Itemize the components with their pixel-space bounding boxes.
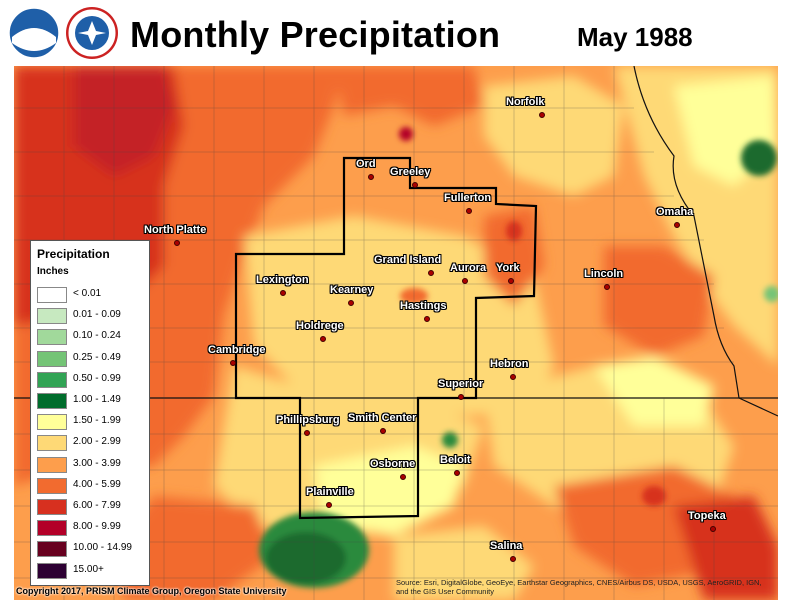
city-label-superior: Superior — [438, 378, 484, 390]
map-title: Monthly Precipitation — [130, 14, 501, 55]
legend-swatch — [37, 350, 67, 367]
city-label-osborne: Osborne — [370, 458, 416, 470]
legend-label: 10.00 - 14.99 — [73, 542, 132, 554]
legend-swatch — [37, 371, 67, 388]
header: Monthly Precipitation May 1988 — [0, 0, 792, 66]
legend-unit: Inches — [37, 266, 69, 277]
legend-swatch — [37, 329, 67, 346]
city-marker — [674, 222, 680, 228]
city-label-holdrege: Holdrege — [296, 320, 344, 332]
city-marker — [510, 556, 516, 562]
legend-swatch — [37, 499, 67, 515]
legend-swatch — [37, 541, 67, 558]
city-label-ord: Ord — [356, 158, 376, 170]
legend-label: 1.50 - 1.99 — [73, 415, 121, 427]
legend-swatch — [37, 562, 67, 579]
city-marker — [380, 428, 386, 434]
city-label-lincoln: Lincoln — [584, 268, 624, 280]
city-marker — [230, 360, 236, 366]
legend-title: Precipitation — [37, 247, 110, 261]
city-marker — [368, 174, 374, 180]
legend-label: 8.00 - 9.99 — [73, 521, 121, 533]
city-label-north-platte: North Platte — [144, 224, 207, 236]
city-label-kearney: Kearney — [330, 284, 374, 296]
city-label-york: York — [496, 262, 520, 274]
legend-swatch — [37, 287, 67, 303]
legend: Precipitation Inches < 0.01 0.01 - 0.09 0.… — [30, 240, 150, 586]
city-marker — [458, 394, 464, 400]
map-period: May 1988 — [577, 22, 693, 52]
legend-label: 6.00 - 7.99 — [73, 500, 121, 511]
city-label-norfolk: Norfolk — [506, 96, 545, 108]
city-marker — [424, 316, 430, 322]
city-label-phillipsburg: Phillipsburg — [276, 414, 340, 426]
city-marker — [508, 278, 514, 284]
city-label-beloit: Beloit — [440, 454, 471, 466]
city-label-topeka: Topeka — [688, 510, 726, 522]
city-marker — [348, 300, 354, 306]
city-label-cambridge: Cambridge — [208, 344, 266, 356]
city-label-lexington: Lexington — [256, 274, 309, 286]
legend-label: 1.00 - 1.49 — [73, 394, 121, 405]
city-marker — [280, 290, 286, 296]
legend-label: 15.00+ — [73, 563, 104, 575]
noaa-logo — [8, 7, 60, 59]
city-marker — [604, 284, 610, 290]
city-marker — [412, 182, 418, 188]
legend-swatch — [37, 520, 67, 537]
legend-swatch — [37, 393, 67, 409]
city-label-fullerton: Fullerton — [444, 192, 492, 204]
legend-label: 0.50 - 0.99 — [73, 372, 121, 384]
city-label-greeley: Greeley — [390, 166, 431, 178]
legend-label: 0.10 - 0.24 — [73, 330, 121, 342]
legend-swatch — [37, 477, 67, 494]
city-marker — [428, 270, 434, 276]
city-marker — [400, 474, 406, 480]
city-marker — [710, 526, 716, 532]
source-credits: Source: Esri, DigitalGlobe, GeoEye, Eart… — [396, 578, 762, 596]
city-marker — [320, 336, 326, 342]
city-marker — [304, 430, 310, 436]
city-marker — [539, 112, 545, 118]
nws-logo — [66, 7, 118, 59]
city-marker — [466, 208, 472, 214]
city-label-smith-center: Smith Center — [348, 412, 417, 424]
city-marker — [174, 240, 180, 246]
legend-label: 2.00 - 2.99 — [73, 436, 121, 448]
legend-swatch — [37, 435, 67, 452]
legend-label: 0.25 - 0.49 — [73, 351, 121, 363]
city-marker — [454, 470, 460, 476]
legend-swatch — [37, 456, 67, 473]
legend-swatch — [37, 308, 67, 325]
city-marker — [462, 278, 468, 284]
legend-label: < 0.01 — [73, 288, 102, 299]
city-label-salina: Salina — [490, 540, 523, 552]
city-label-grand-island: Grand Island — [374, 254, 442, 266]
copyright-text: Copyright 2017, PRISM Climate Group, Ore… — [16, 586, 287, 596]
city-label-hebron: Hebron — [490, 358, 529, 370]
city-label-omaha: Omaha — [656, 206, 694, 218]
city-label-aurora: Aurora — [450, 262, 487, 274]
city-label-plainville: Plainville — [306, 486, 354, 498]
city-marker — [326, 502, 332, 508]
city-label-hastings: Hastings — [400, 300, 447, 312]
legend-swatch — [37, 414, 67, 431]
city-marker — [510, 374, 516, 380]
legend-label: 0.01 - 0.09 — [73, 309, 121, 321]
legend-label: 3.00 - 3.99 — [73, 457, 121, 469]
legend-label: 4.00 - 5.99 — [73, 478, 121, 490]
